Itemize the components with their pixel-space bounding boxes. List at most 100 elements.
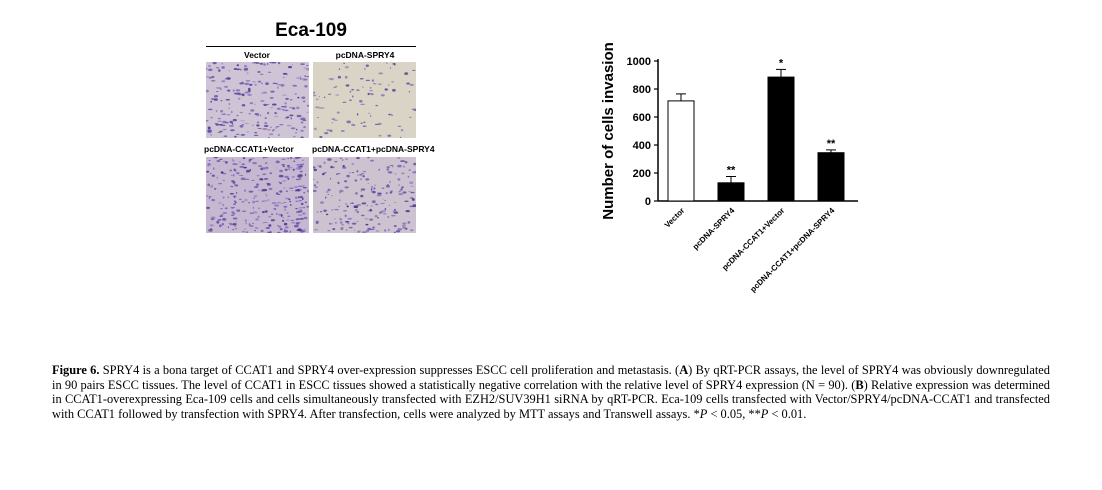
- cell-speck: [276, 107, 280, 110]
- cell-speck: [210, 80, 216, 82]
- cell-speck: [256, 124, 260, 127]
- cell-speck: [365, 178, 370, 181]
- cell-speck: [315, 221, 319, 224]
- cell-speck: [359, 78, 364, 80]
- cell-speck: [344, 186, 349, 189]
- cell-speck: [224, 86, 229, 88]
- cell-speck: [221, 80, 226, 83]
- cell-speck: [269, 97, 274, 99]
- significance-mark: **: [727, 165, 736, 177]
- cell-speck: [401, 186, 404, 189]
- cell-speck: [223, 113, 226, 115]
- cell-speck: [318, 96, 320, 98]
- cell-speck: [356, 89, 360, 91]
- cell-speck: [283, 222, 288, 226]
- cell-speck: [277, 231, 281, 233]
- cell-speck: [302, 185, 305, 187]
- cell-speck: [290, 204, 292, 206]
- cell-speck: [296, 189, 301, 192]
- cell-speck: [412, 69, 416, 71]
- cell-speck: [369, 87, 372, 89]
- cell-speck: [356, 204, 362, 206]
- cell-speck: [300, 136, 304, 138]
- cell-speck: [256, 175, 260, 177]
- cell-speck: [315, 220, 320, 222]
- y-tick-label: 800: [633, 84, 651, 96]
- cell-speck: [268, 187, 273, 191]
- cell-speck: [298, 157, 302, 159]
- cell-speck: [327, 93, 332, 95]
- cell-speck: [216, 87, 221, 89]
- cell-speck: [239, 111, 243, 114]
- cell-speck: [240, 134, 246, 136]
- cell-speck: [235, 170, 237, 173]
- cell-speck: [261, 167, 265, 169]
- cell-speck: [289, 107, 293, 109]
- cell-speck: [298, 207, 300, 209]
- cell-speck: [232, 229, 235, 231]
- cell-speck: [408, 169, 411, 171]
- cell-speck: [228, 70, 231, 72]
- cell-speck: [275, 83, 279, 85]
- caption-lead: Figure 6.: [52, 363, 100, 377]
- cell-speck: [366, 205, 369, 207]
- cell-speck: [290, 157, 292, 160]
- cell-speck: [208, 68, 213, 72]
- cell-speck: [253, 134, 259, 136]
- cell-speck: [351, 123, 355, 126]
- cell-speck: [380, 94, 385, 97]
- cell-speck: [234, 224, 237, 227]
- micrograph-panel: Eca-109 Vector pcDNA-SPRY4 pcDNA-CCAT1+V…: [204, 20, 435, 236]
- cell-speck: [338, 199, 341, 202]
- cell-speck: [392, 88, 396, 92]
- cell-speck: [304, 228, 306, 230]
- cell-speck: [295, 200, 298, 203]
- cell-speck: [394, 172, 397, 175]
- cell-speck: [306, 111, 309, 113]
- cell-speck: [252, 161, 257, 165]
- cell-speck: [374, 184, 377, 186]
- cell-speck: [272, 103, 277, 106]
- cell-speck: [228, 222, 233, 225]
- cell-speck: [331, 209, 334, 211]
- cell-speck: [234, 135, 237, 138]
- cell-speck: [388, 228, 390, 231]
- cell-speck: [298, 178, 302, 180]
- cell-speck: [250, 109, 255, 112]
- cell-speck: [326, 129, 331, 131]
- cell-speck: [313, 91, 316, 94]
- cell-speck: [320, 211, 323, 213]
- cell-speck: [303, 126, 306, 129]
- cell-speck: [349, 90, 352, 93]
- cell-speck: [398, 184, 401, 186]
- cell-speck: [266, 182, 270, 184]
- cell-speck: [325, 213, 329, 216]
- cell-speck: [363, 121, 366, 123]
- cell-speck: [391, 215, 396, 217]
- cell-speck: [234, 201, 237, 203]
- cell-speck: [264, 64, 267, 66]
- cell-speck: [295, 222, 300, 225]
- cell-speck: [402, 222, 407, 225]
- cell-speck: [275, 160, 280, 164]
- cell-speck: [304, 79, 308, 81]
- cell-speck: [403, 165, 405, 168]
- cell-speck: [227, 226, 230, 228]
- cell-speck: [208, 77, 212, 79]
- cell-speck: [250, 158, 255, 160]
- cell-speck: [341, 223, 345, 226]
- cell-speck: [301, 230, 307, 232]
- cell-speck: [394, 211, 398, 214]
- cell-speck: [218, 183, 223, 185]
- cell-speck: [220, 100, 223, 102]
- cell-speck: [299, 207, 303, 209]
- micrograph-background: [313, 157, 416, 233]
- cell-speck: [384, 208, 386, 211]
- cell-speck: [254, 83, 257, 86]
- cell-speck: [289, 98, 293, 101]
- cell-speck: [296, 106, 300, 110]
- cell-speck: [282, 72, 288, 75]
- cell-speck: [257, 215, 260, 218]
- cell-speck: [370, 159, 375, 162]
- cell-speck: [221, 66, 225, 69]
